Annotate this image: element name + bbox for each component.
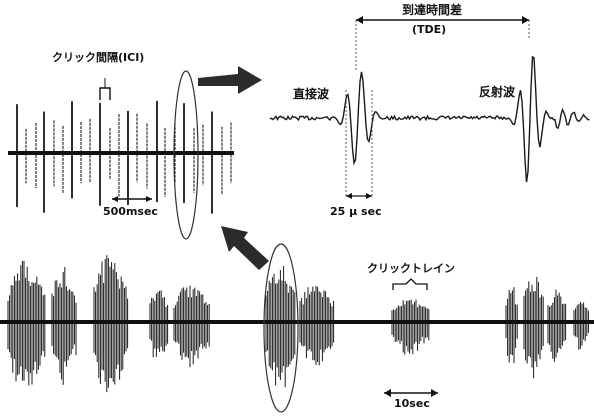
recording-panel — [0, 243, 594, 413]
label-10sec: 10sec — [394, 397, 430, 410]
waveform-panel — [269, 16, 590, 199]
selected-click-ellipse-top — [173, 70, 199, 240]
click-train-bracket — [392, 278, 428, 290]
ici-bracket — [99, 87, 111, 100]
scale-arrow-25usec — [346, 193, 372, 199]
click-waveform — [269, 55, 590, 183]
label-25usec: 25 μ sec — [330, 205, 382, 218]
label-direct-wave: 直接波 — [293, 87, 330, 101]
right-arrow-icon — [198, 66, 262, 94]
label-tde-abbr: (TDE) — [412, 23, 447, 36]
label-click-train: クリックトレイン — [367, 262, 455, 275]
label-ici: クリック間隔(ICI) — [52, 51, 145, 64]
click-pulses — [16, 100, 232, 214]
scale-arrow-500msec — [112, 196, 152, 202]
label-tde-title: 到達時間差 — [402, 3, 463, 17]
label-reflected-wave: 反射波 — [479, 85, 516, 99]
selected-burst-ellipse — [263, 243, 299, 413]
click-bursts — [7, 255, 589, 393]
tde-arrow — [356, 16, 529, 24]
click-train-zoom-panel — [8, 70, 234, 240]
label-500msec: 500msec — [103, 205, 158, 218]
up-left-arrow-icon — [221, 226, 269, 270]
scale-arrow-10sec — [384, 389, 438, 397]
